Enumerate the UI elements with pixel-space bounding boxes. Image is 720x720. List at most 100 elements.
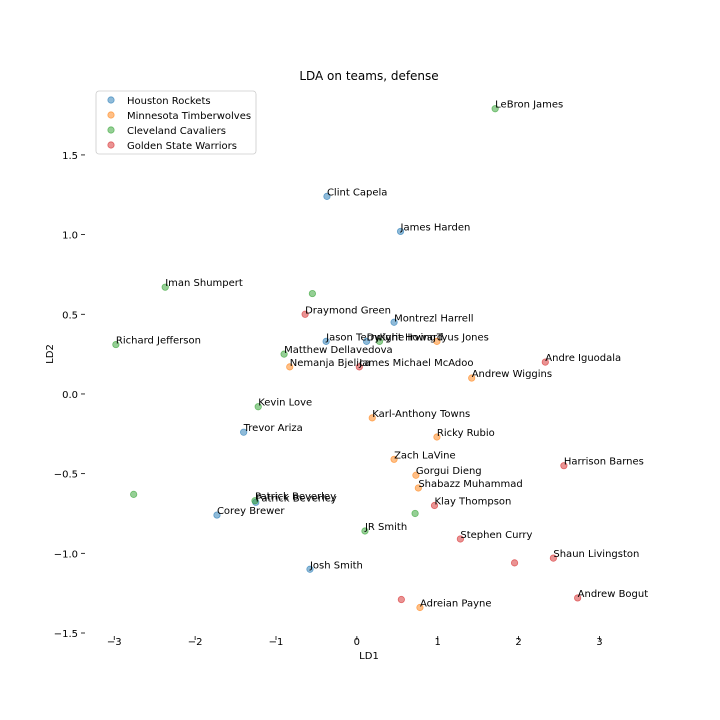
point-label: Josh Smith (309, 560, 363, 571)
data-point (541, 358, 549, 366)
x-tick-label: −3 (107, 637, 122, 648)
point-label: Harrison Barnes (564, 457, 644, 468)
data-point (414, 484, 422, 492)
point-label: Andre Iguodala (545, 353, 621, 364)
point-label: Kyrie Irving (380, 332, 436, 343)
point-label: Andrew Wiggins (472, 369, 552, 380)
point-label: Klay Thompson (435, 497, 512, 508)
point-label: Adreian Payne (420, 599, 492, 610)
point-label: Montrezl Harrell (394, 313, 473, 324)
point-label: Dwight Howard (367, 332, 444, 343)
data-point (433, 433, 441, 441)
legend-marker (107, 111, 115, 119)
data-point (560, 462, 568, 470)
data-point (390, 318, 398, 326)
point-label: Matthew Dellavedova (284, 345, 393, 356)
data-point (362, 337, 371, 345)
chart-title: LDA on teams, defense (299, 69, 438, 83)
y-tick-label: −1.5 (54, 629, 78, 640)
legend-frame (95, 90, 257, 155)
y-tick-label: −1.0 (54, 549, 78, 560)
data-point (510, 559, 519, 567)
data-point (412, 471, 420, 479)
point-label: Draymond Green (305, 305, 391, 316)
point-labels: Clint Capela James Harden Montrezl Harrell… (116, 100, 648, 610)
y-tick-label: 1.0 (62, 231, 78, 242)
legend-marker (107, 96, 115, 104)
data-point (322, 337, 330, 345)
x-tick-label: 3 (596, 637, 602, 648)
point-label: Gorgui Dieng (416, 466, 482, 477)
legend-marker (107, 141, 115, 149)
data-point (251, 497, 259, 505)
point-label: Shaun Livingston (553, 549, 639, 560)
data-point (468, 374, 476, 382)
point-label: Patrick Beverley (256, 493, 337, 504)
point-label: James Harden (400, 222, 471, 233)
data-point (323, 192, 331, 200)
x-tick-label: −1 (269, 637, 284, 648)
data-point (213, 511, 221, 519)
data-point (368, 414, 376, 422)
data-point (433, 337, 441, 345)
data-point (390, 455, 398, 463)
data-point (491, 105, 499, 113)
axes: −3 −2 −1 0 1 2 3 −1.5 −1.0 −0.5 0.0 0.5 1.0 1.5 (54, 151, 603, 648)
x-tick-label: 1 (435, 637, 441, 648)
data-point (411, 509, 419, 518)
point-label: Karl-Anthony Towns (372, 409, 470, 420)
point-label: Andrew Bogut (578, 589, 649, 600)
data-point (375, 337, 384, 345)
data-points (112, 105, 582, 612)
x-tick-label: 0 (354, 637, 360, 648)
point-label: Tyus Jones (436, 332, 489, 343)
point-label: Stephen Curry (460, 530, 532, 541)
y-tick-label: 1.5 (62, 151, 78, 162)
point-label: James Michael McAdoo (358, 358, 473, 369)
legend-marker (107, 126, 115, 134)
data-point (112, 340, 120, 349)
data-point (416, 603, 424, 612)
legend-entry: Golden State Warriors (127, 141, 237, 152)
point-label: LeBron James (495, 100, 563, 111)
data-point (549, 554, 557, 562)
y-axis-label: LD2 (45, 344, 56, 364)
data-point (574, 594, 582, 602)
data-point (361, 527, 369, 535)
legend-entry: Houston Rockets (127, 96, 211, 107)
legend-entry: Cleveland Cavaliers (127, 126, 226, 137)
data-point (308, 289, 316, 298)
point-label: Nemanja Bjelica (290, 358, 371, 369)
point-label: Richard Jefferson (116, 336, 201, 347)
y-tick-label: −0.5 (54, 470, 78, 481)
x-tick-label: 2 (515, 637, 521, 648)
data-point (301, 310, 309, 318)
legend: Houston Rockets Minnesota Timberwolves Cle… (95, 90, 257, 155)
data-point (355, 363, 363, 371)
point-label: Kevin Love (258, 398, 312, 409)
point-label: Ricky Rubio (437, 428, 495, 439)
point-label: Iman Shumpert (165, 278, 243, 289)
data-point (306, 565, 314, 573)
point-label: JR Smith (364, 522, 407, 533)
point-label: Patrick Beverley (255, 492, 336, 503)
data-point (286, 363, 294, 371)
y-tick-label: 0.0 (62, 390, 78, 401)
y-tick-label: 0.5 (62, 310, 78, 321)
point-label: Clint Capela (327, 187, 388, 198)
point-label: Corey Brewer (217, 506, 285, 517)
data-point (280, 350, 288, 358)
point-label: Trevor Ariza (243, 423, 303, 434)
data-point (456, 535, 464, 543)
point-label: Shabazz Muhammad (418, 479, 522, 490)
data-point (397, 595, 405, 604)
point-label: Jason Terry (325, 332, 381, 343)
x-tick-label: −2 (188, 637, 203, 648)
data-point (430, 501, 439, 510)
data-point (396, 227, 405, 236)
data-point (254, 403, 262, 411)
data-point (161, 283, 169, 291)
data-point (130, 490, 138, 498)
point-label: Zach LaVine (394, 450, 456, 461)
